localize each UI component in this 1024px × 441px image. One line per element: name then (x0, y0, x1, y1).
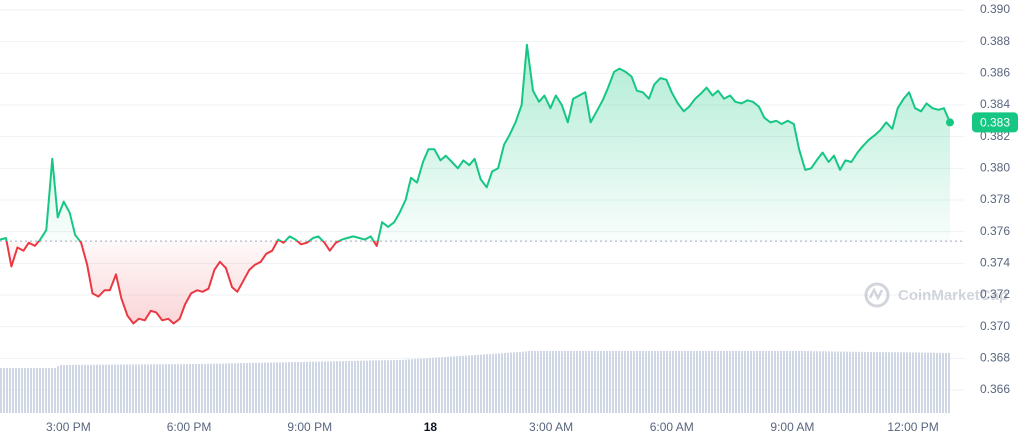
x-tick-label: 9:00 AM (770, 420, 814, 434)
x-tick-label: 3:00 PM (46, 420, 91, 434)
y-tick-label: 0.372 (980, 287, 1010, 301)
x-tick-label: 3:00 AM (529, 420, 573, 434)
last-point (945, 118, 954, 127)
x-tick-label: 12:00 PM (887, 420, 938, 434)
volume-bars (0, 351, 950, 413)
y-tick-label: 0.380 (980, 161, 1010, 175)
y-tick-label: 0.388 (980, 34, 1010, 48)
y-tick-label: 0.368 (980, 351, 1010, 365)
y-tick-label: 0.386 (980, 66, 1010, 80)
plot (0, 43, 965, 325)
watermark: CoinMarketCap (864, 282, 1008, 308)
y-tick-label: 0.366 (980, 382, 1010, 396)
watermark-text: CoinMarketCap (898, 287, 1008, 304)
x-tick-label: 6:00 AM (650, 420, 694, 434)
y-tick-label: 0.376 (980, 224, 1010, 238)
last-price-badge (972, 112, 1018, 133)
price-line (0, 43, 951, 325)
y-tick-label: 0.374 (980, 256, 1010, 270)
x-tick-label: 6:00 PM (167, 420, 212, 434)
y-tick-label: 0.384 (980, 97, 1010, 111)
axes: 0.366 0.368 0.370 0.372 0.374 0.376 0.378 0.380… (46, 2, 1018, 434)
x-tick-label: 18 (424, 420, 438, 434)
y-tick-label: 0.390 (980, 2, 1010, 16)
area (0, 44, 950, 324)
last-price-label: 0.383 (980, 116, 1010, 130)
y-tick-label: 0.378 (980, 192, 1010, 206)
y-tick-label: 0.370 (980, 319, 1010, 333)
x-tick-label: 9:00 PM (287, 420, 332, 434)
